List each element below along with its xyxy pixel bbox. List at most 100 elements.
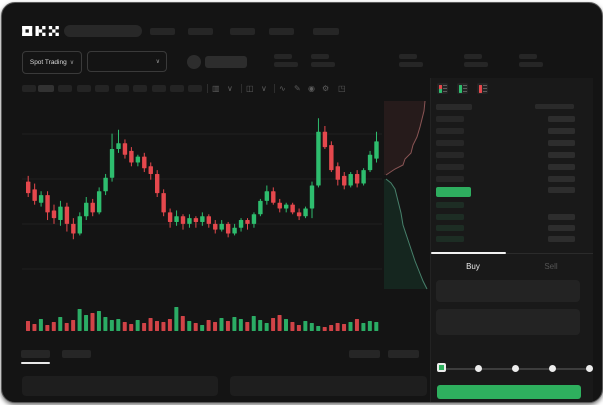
orderbook-price-header-placeholder xyxy=(436,104,472,110)
order-panel: Buy Sell xyxy=(430,78,593,402)
last-price-badge xyxy=(436,187,471,197)
book-icon-bar xyxy=(478,84,482,93)
book-icon-bar-segment xyxy=(438,84,442,89)
indicators-icon[interactable]: ∿ xyxy=(279,84,286,93)
timeframe-button[interactable] xyxy=(188,85,202,92)
pair-name-placeholder xyxy=(205,56,247,68)
book-icon-bar-segment xyxy=(458,84,462,93)
compare-icon[interactable]: ◫ xyxy=(246,84,254,93)
ticker-stat-label-placeholder xyxy=(399,54,417,59)
nav-item-placeholder[interactable] xyxy=(269,28,294,35)
orderbook-amount-placeholder xyxy=(548,176,575,182)
timeframe-button[interactable] xyxy=(152,85,166,92)
timeframe-button[interactable] xyxy=(77,85,91,92)
market-type-selector[interactable]: Spot Trading ∨ xyxy=(22,51,82,74)
ask-price-row[interactable] xyxy=(436,116,464,122)
bid-price-row[interactable] xyxy=(436,236,464,242)
ask-price-row[interactable] xyxy=(436,140,464,146)
book-icon-lines xyxy=(443,85,447,92)
bid-price-row[interactable] xyxy=(436,225,464,231)
toolbar-divider xyxy=(241,84,242,93)
coin-icon xyxy=(187,55,201,69)
orderbook-amount-placeholder xyxy=(548,225,575,231)
book-icon-bar xyxy=(438,84,442,93)
ticker-stat-value-placeholder xyxy=(519,62,543,67)
book-icon-lines xyxy=(483,85,487,92)
chevron-down-icon: ∨ xyxy=(155,58,160,65)
bottom-action-placeholder[interactable] xyxy=(349,350,380,358)
orderbook-depth-chart xyxy=(384,100,428,290)
bid-price-row[interactable] xyxy=(436,202,464,208)
camera-icon[interactable]: ◉ xyxy=(308,84,315,93)
buy-tab-indicator xyxy=(431,252,506,254)
ticker-stat-label-placeholder xyxy=(464,54,482,59)
settings-icon[interactable]: ⚙ xyxy=(322,84,330,93)
slider-stop-dot[interactable] xyxy=(585,364,593,372)
ticker-stat-label-placeholder xyxy=(274,54,292,59)
candle-style-icon[interactable]: ▥ xyxy=(212,84,220,93)
tabs-divider xyxy=(431,253,593,254)
book-asks-icon[interactable] xyxy=(477,83,488,94)
timeframe-button[interactable] xyxy=(58,85,72,92)
tab-buy[interactable]: Buy xyxy=(466,261,480,271)
ticker-stat-value-placeholder xyxy=(274,62,298,67)
orderbook-amount-placeholder xyxy=(548,116,575,122)
trading-pair-selector[interactable]: ∨ xyxy=(87,51,167,72)
book-combined-icon[interactable] xyxy=(437,83,448,94)
ask-price-row[interactable] xyxy=(436,128,464,134)
book-icon-bar-segment xyxy=(438,88,442,93)
chevron-down-icon[interactable]: ∨ xyxy=(227,84,233,93)
ticker-stat-value-placeholder xyxy=(464,62,488,67)
buy-submit-button[interactable] xyxy=(437,385,581,399)
tab-sell[interactable]: Sell xyxy=(544,261,558,271)
orderbook-amount-placeholder xyxy=(548,164,575,170)
timeframe-button[interactable] xyxy=(95,85,109,92)
timeframe-button[interactable] xyxy=(133,85,147,92)
orderbook-amount-placeholder xyxy=(548,187,575,193)
candlestick-chart[interactable] xyxy=(22,99,382,293)
book-bids-icon[interactable] xyxy=(457,83,468,94)
ask-price-row[interactable] xyxy=(436,164,464,170)
fullscreen-icon[interactable]: ◳ xyxy=(338,84,346,93)
slider-stop-dot[interactable] xyxy=(548,364,556,372)
ticker-stat-label-placeholder xyxy=(311,54,329,59)
bottom-tab[interactable] xyxy=(62,350,91,358)
slider-stop-dot[interactable] xyxy=(474,364,482,372)
amount-input[interactable] xyxy=(436,309,580,335)
bottom-tab-active[interactable] xyxy=(21,350,50,358)
toolbar-divider xyxy=(274,84,275,93)
toolbar-divider xyxy=(207,84,208,93)
timeframe-button[interactable] xyxy=(38,85,54,92)
book-icon-bar xyxy=(458,84,462,93)
bottom-tab-indicator xyxy=(21,362,50,364)
ticker-stat-value-placeholder xyxy=(399,62,423,67)
chevron-down-icon[interactable]: ∨ xyxy=(261,84,267,93)
timeframe-button[interactable] xyxy=(170,85,184,92)
orderbook-amount-placeholder xyxy=(548,152,575,158)
search-input[interactable] xyxy=(64,25,142,37)
nav-item-placeholder[interactable] xyxy=(150,28,175,35)
orderbook-amount-placeholder xyxy=(548,128,575,134)
ask-price-row[interactable] xyxy=(436,176,464,182)
assets-summary-panel xyxy=(230,376,427,396)
book-icon-bar-segment xyxy=(478,84,482,93)
nav-item-placeholder[interactable] xyxy=(313,28,339,35)
chevron-down-icon: ∨ xyxy=(69,59,75,66)
price-input[interactable] xyxy=(436,280,580,302)
orders-summary-panel xyxy=(22,376,218,396)
nav-item-placeholder[interactable] xyxy=(230,28,255,35)
market-type-label: Spot Trading xyxy=(29,59,67,66)
ticker-stat-value-placeholder xyxy=(311,62,335,67)
bottom-action-placeholder[interactable] xyxy=(388,350,419,358)
amount-slider-handle[interactable] xyxy=(437,363,446,372)
ticker-stat-label-placeholder xyxy=(519,54,537,59)
draw-icon[interactable]: ✎ xyxy=(294,84,301,93)
timeframe-button[interactable] xyxy=(115,85,129,92)
slider-stop-dot[interactable] xyxy=(511,364,519,372)
volume-bars xyxy=(26,307,379,331)
timeframe-button[interactable] xyxy=(22,85,36,92)
nav-item-placeholder[interactable] xyxy=(188,28,213,35)
orderbook-amount-header-placeholder xyxy=(535,104,574,109)
bid-price-row[interactable] xyxy=(436,214,464,220)
ask-price-row[interactable] xyxy=(436,152,464,158)
